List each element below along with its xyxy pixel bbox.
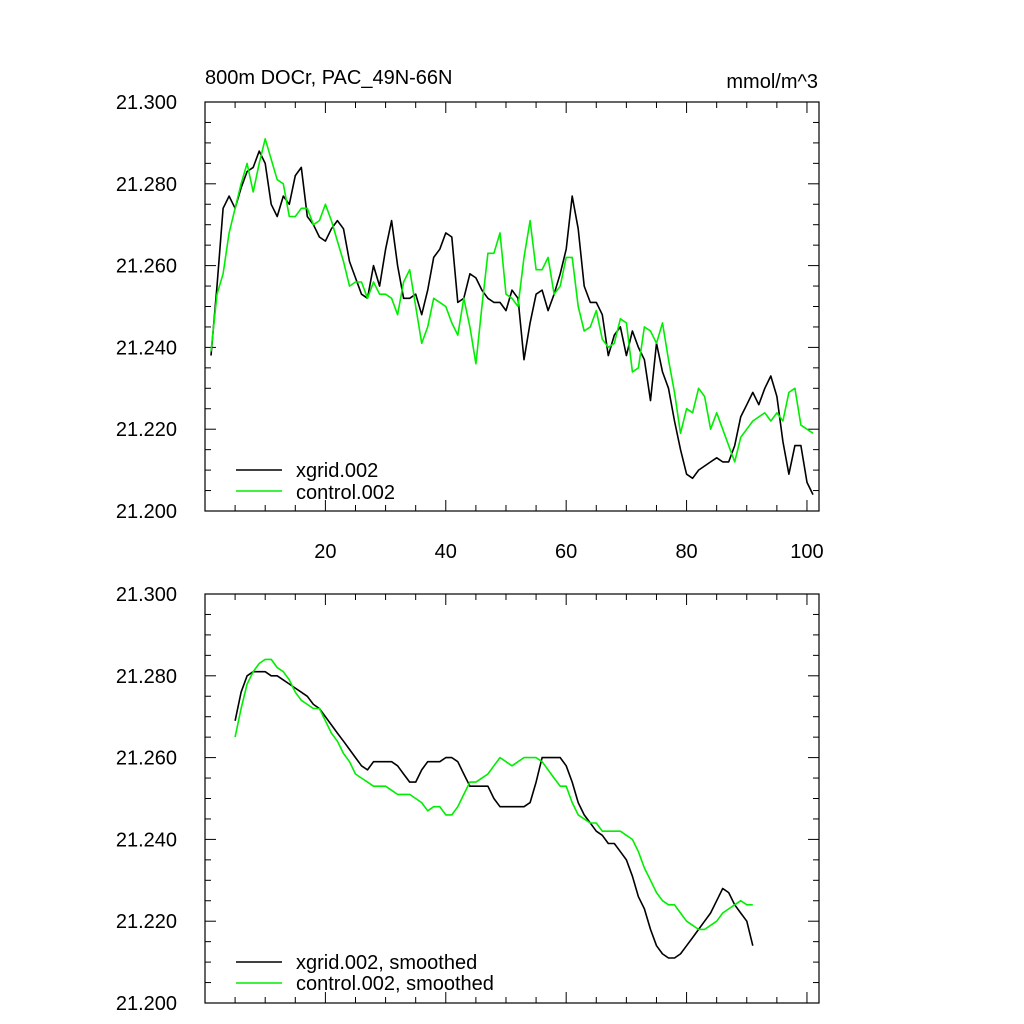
legend-label-xgrid: xgrid.002 <box>296 460 378 482</box>
series-layer-bottom <box>234 658 754 959</box>
y-tick-label: 21.240 <box>116 829 177 851</box>
legend-top: xgrid.002 control.002 <box>236 460 395 504</box>
top-panel: 800m DOCr, PAC_49N-66N mmol/m^3 21.30021… <box>116 67 824 563</box>
series-line-0 <box>210 150 814 495</box>
y-tick-label: 21.200 <box>116 501 177 523</box>
legend-label-xgrid-smoothed: xgrid.002, smoothed <box>296 952 477 974</box>
series-line-1 <box>234 658 753 931</box>
series-line-1 <box>210 138 814 463</box>
plot-frame-top <box>204 101 820 512</box>
legend-label-control-smoothed: control.002, smoothed <box>296 973 494 995</box>
y-axis-top: 21.300 21.280 21.260 21.240 21.220 21.200 <box>116 92 819 523</box>
y-tick-label: 21.220 <box>116 911 177 933</box>
x-tick-label: 80 <box>675 541 697 563</box>
x-tick-label: 20 <box>314 541 336 563</box>
x-axis-top: 20 40 60 80 100 <box>234 102 824 563</box>
y-tick-label: 21.260 <box>116 748 177 770</box>
y-tick-label: 21.220 <box>116 419 177 441</box>
bottom-panel: 21.300 21.280 21.260 21.240 21.220 21.200 xgr… <box>116 584 820 1015</box>
x-axis-bottom <box>234 594 808 1003</box>
units-label: mmol/m^3 <box>726 71 818 93</box>
y-tick-label: 21.240 <box>116 337 177 359</box>
x-tick-label: 60 <box>555 541 577 563</box>
legend-bottom: xgrid.002, smoothed control.002, smoothe… <box>236 952 494 995</box>
y-tick-label: 21.260 <box>116 256 177 278</box>
plot-frame-bottom <box>204 593 820 1004</box>
y-tick-label: 21.200 <box>116 993 177 1015</box>
x-tick-label: 100 <box>790 541 823 563</box>
y-tick-label: 21.300 <box>116 584 177 606</box>
y-axis-bottom: 21.300 21.280 21.260 21.240 21.220 21.200 <box>116 584 819 1015</box>
series-line-0 <box>234 670 754 959</box>
chart-title: 800m DOCr, PAC_49N-66N <box>205 67 453 89</box>
y-tick-label: 21.300 <box>116 92 177 114</box>
series-layer-top <box>210 138 814 495</box>
y-tick-label: 21.280 <box>116 666 177 688</box>
x-tick-label: 40 <box>435 541 457 563</box>
y-tick-label: 21.280 <box>116 174 177 196</box>
legend-label-control: control.002 <box>296 482 395 504</box>
